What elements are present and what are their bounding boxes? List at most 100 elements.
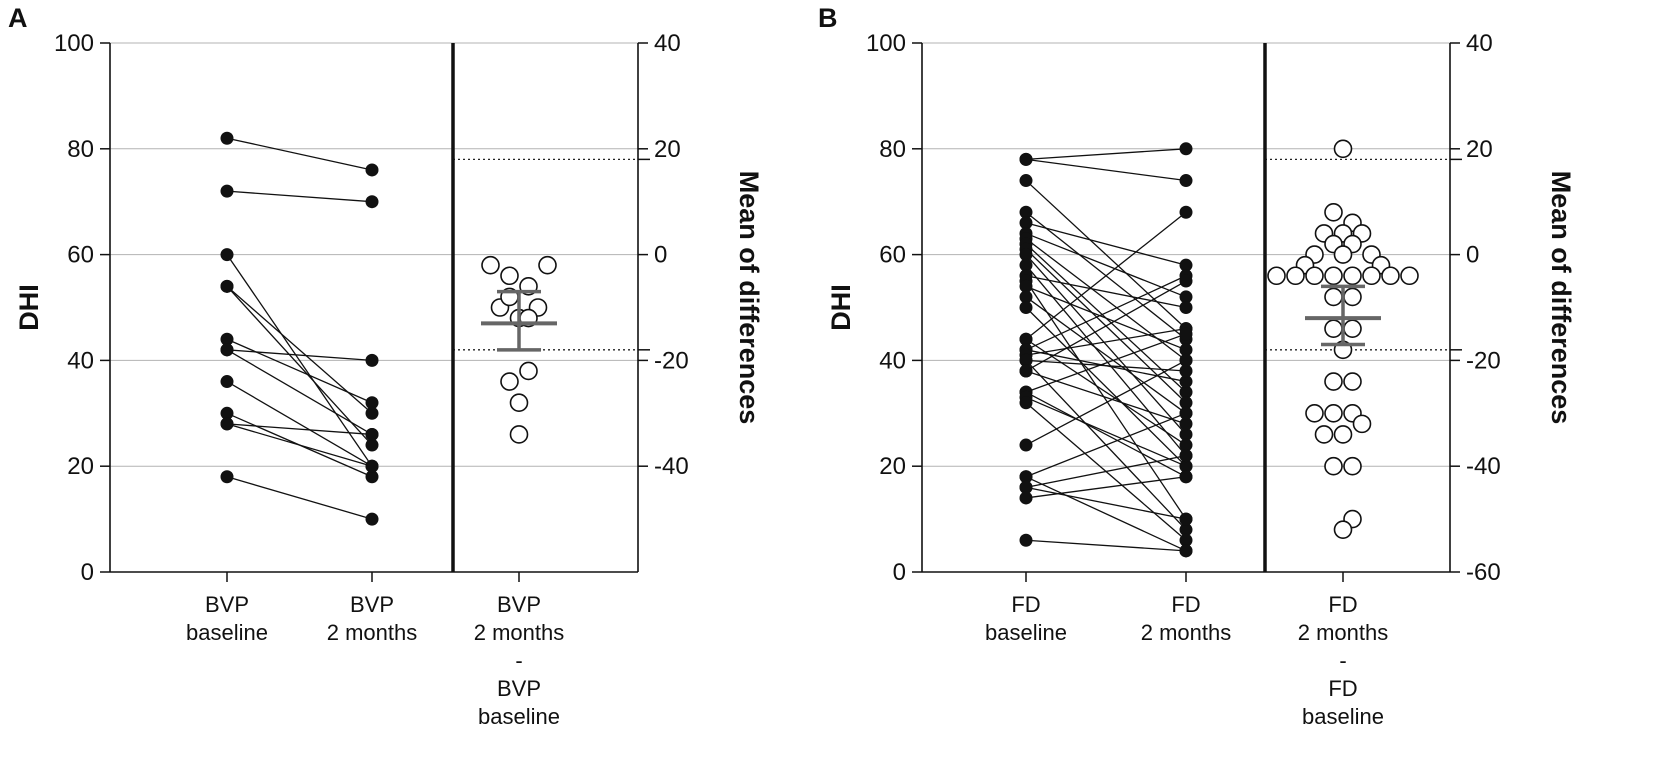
pair-line: [1025, 275, 1187, 309]
baseline-point: [220, 406, 234, 420]
pair-line: [1025, 307, 1187, 467]
difference-point: [500, 372, 519, 391]
y-tick-label: 100: [54, 30, 94, 57]
difference-point: [1333, 139, 1353, 159]
panel-b: B 0 20 40 60 80 100 -60 -40 -20 0 20 40 FD baseline FD 2…: [818, 3, 1576, 729]
pair-line: [1025, 338, 1187, 446]
y2-tick-label: -40: [654, 453, 689, 480]
x-category-label: 2 months: [1298, 620, 1389, 645]
followup-point: [1179, 274, 1193, 288]
y2-axis-title: Mean of differences: [1546, 171, 1576, 425]
followup-point: [365, 438, 379, 452]
difference-point: [1400, 266, 1419, 286]
baseline-point: [1019, 301, 1033, 314]
pair-line: [1025, 486, 1187, 520]
y-tick-label: 80: [879, 136, 906, 163]
pair-line: [226, 338, 373, 404]
difference-point: [481, 255, 500, 275]
pair-line: [1025, 359, 1187, 446]
followup-point: [1179, 406, 1193, 420]
y-tick-label: 80: [67, 136, 94, 163]
followup-point: [1179, 174, 1193, 188]
x-category-label: -: [515, 648, 522, 673]
followup-point: [1179, 205, 1193, 219]
x-category-label: FD: [1328, 676, 1357, 701]
followup-point: [1179, 533, 1193, 547]
pair-line: [226, 254, 373, 467]
difference-point: [1324, 456, 1343, 476]
difference-point: [509, 425, 529, 444]
difference-point: [1343, 319, 1362, 338]
pair-line: [1025, 370, 1187, 425]
x-category-label: -: [1339, 648, 1346, 673]
y2-tick-label: 0: [1466, 242, 1479, 269]
y-tick-label: 0: [893, 559, 906, 586]
followup-point: [1179, 512, 1193, 526]
pair-line: [226, 380, 373, 467]
followup-point: [365, 470, 379, 484]
difference-point: [1343, 372, 1362, 391]
y2-tick-label: 40: [654, 30, 681, 57]
baseline-point: [1019, 396, 1033, 410]
difference-point: [1324, 403, 1343, 423]
baseline-point: [220, 248, 234, 262]
followup-point: [1179, 301, 1193, 314]
difference-point: [509, 393, 529, 413]
panel-letter: B: [818, 3, 838, 33]
y2-axis-title: Mean of differences: [734, 171, 764, 425]
difference-point: [1352, 414, 1372, 434]
baseline-point: [1019, 470, 1033, 484]
pair-line: [226, 137, 373, 171]
followup-point: [1179, 343, 1193, 357]
pair-line: [1025, 180, 1187, 330]
followup-point: [1179, 353, 1193, 367]
y-axis-title: DHI: [14, 284, 44, 331]
pair-line: [1025, 280, 1187, 372]
pair-line: [226, 349, 373, 436]
pair-line: [226, 476, 373, 520]
baseline-point: [1019, 533, 1033, 547]
difference-point: [1305, 403, 1324, 423]
followup-point: [1179, 417, 1193, 431]
followup-point: [1179, 449, 1193, 463]
pair-line: [1025, 211, 1187, 340]
pair-line: [1025, 359, 1187, 372]
baseline-point: [1019, 152, 1033, 166]
pair-line: [1025, 476, 1187, 499]
followup-point: [1179, 523, 1193, 537]
pair-line: [1025, 391, 1187, 478]
baseline-point: [220, 131, 234, 145]
difference-point: [538, 255, 557, 275]
pair-line: [226, 423, 373, 467]
y2-tick-label: 0: [654, 242, 667, 269]
y-tick-label: 100: [866, 30, 906, 57]
baseline-point: [1019, 290, 1033, 304]
difference-point: [1362, 266, 1381, 286]
baseline-point: [1019, 279, 1033, 293]
pair-line: [1025, 328, 1187, 356]
x-category-label: baseline: [478, 704, 560, 729]
x-category-label: baseline: [1302, 704, 1384, 729]
pair-line: [1025, 238, 1187, 361]
difference-point: [1324, 287, 1343, 307]
x-category-label: 2 months: [327, 620, 418, 645]
pair-line: [1025, 222, 1187, 266]
baseline-point: [220, 279, 234, 293]
difference-point: [1343, 456, 1362, 476]
followup-point: [365, 195, 379, 209]
difference-point: [1305, 266, 1324, 286]
followup-point: [1179, 375, 1193, 389]
difference-point: [1381, 266, 1400, 286]
baseline-point: [1019, 216, 1033, 230]
followup-point: [365, 396, 379, 410]
followup-point: [1179, 470, 1193, 484]
y-tick-label: 20: [67, 453, 94, 480]
baseline-point: [1019, 491, 1033, 505]
difference-point: [500, 266, 519, 286]
followup-point: [1179, 142, 1193, 156]
y2-tick-label: 20: [654, 136, 681, 163]
followup-point: [1179, 385, 1193, 399]
pair-line: [1025, 412, 1187, 478]
baseline-point: [220, 184, 234, 198]
